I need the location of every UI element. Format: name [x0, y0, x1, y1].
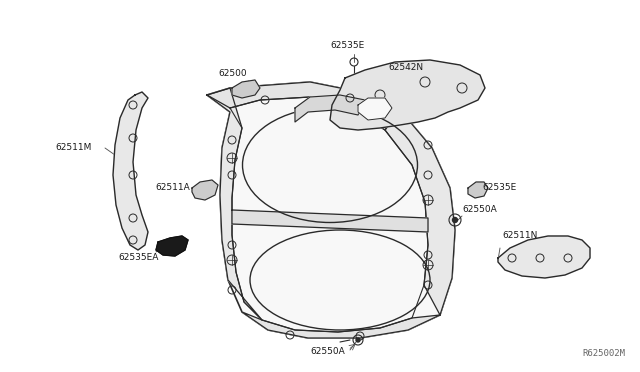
Polygon shape: [232, 210, 428, 232]
Polygon shape: [207, 88, 262, 320]
Polygon shape: [156, 236, 188, 256]
Polygon shape: [207, 82, 455, 338]
Circle shape: [356, 338, 360, 342]
Polygon shape: [468, 182, 488, 198]
Text: 62542N: 62542N: [388, 64, 423, 73]
Polygon shape: [358, 98, 392, 120]
Polygon shape: [113, 92, 148, 250]
Polygon shape: [242, 312, 440, 338]
Text: 62511N: 62511N: [502, 231, 538, 241]
Polygon shape: [295, 95, 365, 122]
Text: R625002M: R625002M: [582, 349, 625, 358]
Text: 62511A: 62511A: [155, 183, 189, 192]
Text: 62535E: 62535E: [330, 42, 364, 51]
Text: 62550A: 62550A: [310, 347, 345, 356]
Text: 62535E: 62535E: [482, 183, 516, 192]
Text: 62511M: 62511M: [55, 144, 92, 153]
Polygon shape: [232, 80, 260, 98]
Polygon shape: [207, 82, 400, 130]
Polygon shape: [498, 236, 590, 278]
Polygon shape: [330, 60, 485, 130]
Text: 62500: 62500: [218, 70, 246, 78]
Text: 62535EA: 62535EA: [118, 253, 158, 263]
Polygon shape: [192, 180, 218, 200]
Circle shape: [452, 218, 458, 222]
Text: 62550A: 62550A: [462, 205, 497, 215]
Polygon shape: [385, 110, 455, 315]
